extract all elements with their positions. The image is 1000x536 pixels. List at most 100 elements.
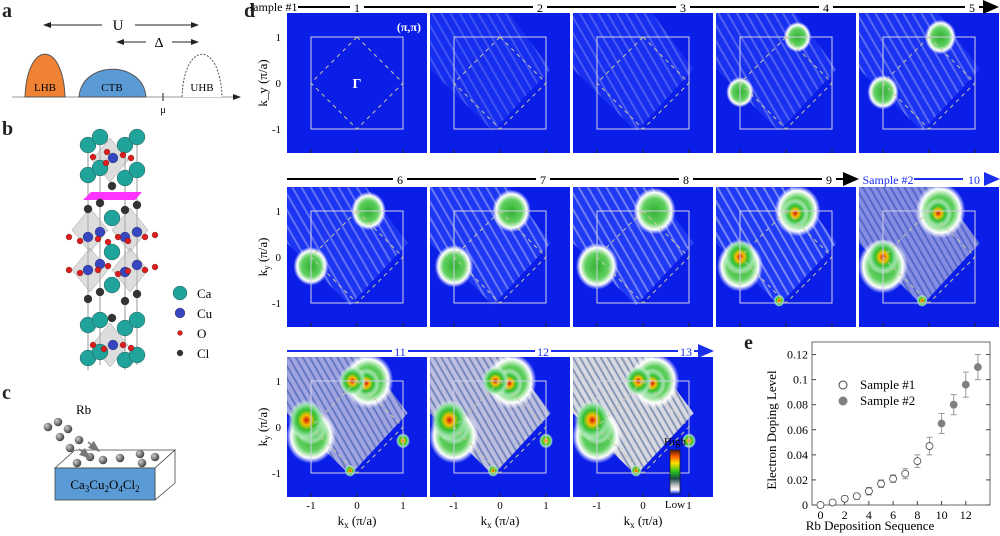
afm-zone-boundary xyxy=(596,210,690,304)
fermi-map-8 xyxy=(573,187,713,327)
legend-label-cu: Cu xyxy=(197,306,213,321)
atom-o xyxy=(119,341,127,349)
x-tick-label: 6 xyxy=(890,508,896,522)
deposition-arrow xyxy=(78,447,92,459)
sequence-label-4: 4 xyxy=(823,1,829,15)
rb-atom xyxy=(53,417,63,427)
atom-o xyxy=(124,267,132,275)
x-tick-label: 10 xyxy=(936,508,948,522)
atom-o xyxy=(114,270,122,278)
fermi-surface-maps: -1 0 1 Γ (π,π) -1 0 1 ky (π/a) -1 0 1 ky (π/a) -1 0 1 kx… xyxy=(250,0,1000,530)
atom-ca xyxy=(116,319,134,337)
atom-o xyxy=(114,233,122,241)
sequence-label-6: 6 xyxy=(397,173,403,187)
rb-label: Rb xyxy=(76,402,91,417)
y-tick-label: 0 xyxy=(276,252,282,264)
y-axis-label: Electron Doping Level xyxy=(764,370,779,490)
crystal-structure: Ca Cu O Cl xyxy=(65,128,213,370)
x-tick-label: 0 xyxy=(817,508,823,522)
fermi-map-2 xyxy=(430,13,570,153)
atom-cl xyxy=(132,200,142,210)
rb-atom xyxy=(85,452,95,462)
atom-cu xyxy=(131,226,143,238)
y-tick-label: 0.02 xyxy=(787,473,808,487)
atom-o xyxy=(94,266,102,274)
atom-cu xyxy=(82,264,94,276)
lhb-label: LHB xyxy=(34,82,56,94)
fermi-map-6: -1 0 1 ky (π/a) xyxy=(255,187,427,327)
data-point xyxy=(816,501,825,509)
delta-label: Δ xyxy=(154,36,163,51)
fermi-map-12: -1 0 1 kx (π/a) xyxy=(429,353,570,530)
y-tick-label: 0.06 xyxy=(787,423,808,437)
data-point xyxy=(925,436,934,456)
sample-1-marker xyxy=(852,492,861,501)
atom-o xyxy=(141,233,149,241)
rb-atom xyxy=(150,452,160,462)
atom-o xyxy=(65,233,73,241)
sample-1-marker xyxy=(901,469,910,478)
x-tick-label: 4 xyxy=(866,508,872,522)
fermi-map-1: -1 0 1 Γ (π,π) xyxy=(272,13,427,153)
legend-marker xyxy=(838,380,848,390)
legend-swatch-ca xyxy=(172,285,188,301)
y-tick-label: -1 xyxy=(272,298,281,310)
data-point xyxy=(889,474,898,483)
y-tick-label: -1 xyxy=(272,468,281,480)
rb-atom xyxy=(43,422,53,432)
x-tick-label: 1 xyxy=(686,500,692,512)
fermi-pocket xyxy=(431,399,468,441)
rb-atom xyxy=(137,458,147,468)
fermi-pocket xyxy=(924,198,952,229)
sample-1-marker xyxy=(913,457,922,466)
afm-zone-boundary xyxy=(310,380,404,474)
atom-o xyxy=(151,231,159,239)
sample-2-label: Sample #2 xyxy=(863,173,914,187)
atom-o xyxy=(76,269,84,277)
y-tick-label: 0 xyxy=(276,422,282,434)
fermi-map-7 xyxy=(430,187,570,327)
sample-2-marker xyxy=(961,380,970,389)
panel-label-c: c xyxy=(2,382,11,404)
atom-cl xyxy=(95,198,105,208)
x-tick-label: -1 xyxy=(449,500,458,512)
atom-ca xyxy=(128,128,146,146)
data-point xyxy=(840,494,849,503)
atom-cu xyxy=(131,259,143,271)
substrate-front-face xyxy=(54,467,156,501)
legend-swatch-cl xyxy=(176,349,184,357)
data-point xyxy=(828,498,837,507)
y-tick-label: 0.12 xyxy=(787,348,808,362)
y-tick-label: 0 xyxy=(802,498,808,512)
atom-ca xyxy=(128,161,146,179)
sample-2-marker xyxy=(937,419,946,428)
atom-cl xyxy=(120,296,130,306)
rb-atom xyxy=(63,424,73,434)
x-tick-label: 0 xyxy=(354,500,360,512)
sequence-label-10: 10 xyxy=(968,173,980,187)
data-point xyxy=(852,492,861,501)
atom-o xyxy=(127,344,135,352)
fermi-pocket xyxy=(288,399,325,441)
afm-zone-boundary xyxy=(739,210,833,304)
rb-atom xyxy=(135,449,145,459)
u-label: U xyxy=(113,18,124,34)
atom-ca xyxy=(116,169,134,187)
x-tick-label: 1 xyxy=(400,500,406,512)
afm-zone-boundary xyxy=(310,36,404,130)
sample-1-label: Sample #1 xyxy=(250,0,298,14)
x-axis-label: kx (π/a) xyxy=(338,513,377,530)
fermi-map-10 xyxy=(858,183,999,327)
x-tick-label: -1 xyxy=(306,500,315,512)
rb-atom xyxy=(72,458,82,468)
fermi-map-3 xyxy=(573,13,713,153)
fermi-map-5 xyxy=(859,13,999,153)
afm-zone-boundary xyxy=(882,210,976,304)
afm-zone-boundary xyxy=(310,210,404,304)
afm-zone-boundary xyxy=(453,380,547,474)
data-point xyxy=(961,371,970,398)
pi-pi-label: (π,π) xyxy=(397,20,421,34)
sequence-label-9: 9 xyxy=(826,173,832,187)
atom-cl xyxy=(83,204,93,214)
